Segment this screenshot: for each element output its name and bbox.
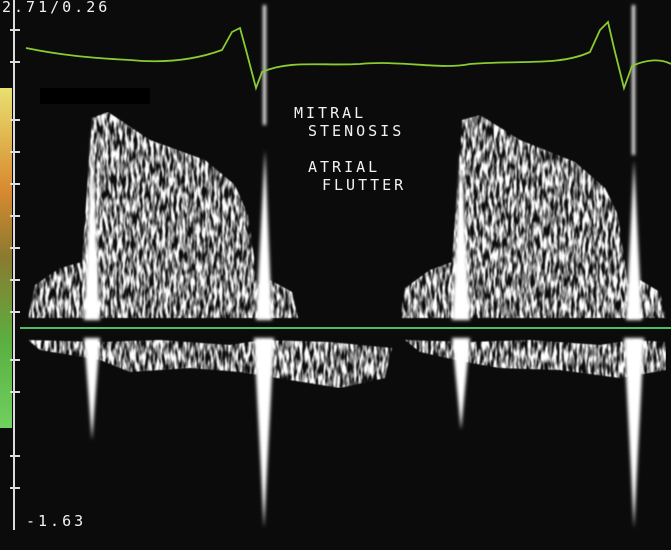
diagnosis: STENOSIS xyxy=(308,122,404,140)
rhythm: ATRIAL xyxy=(308,158,380,176)
scale-bottom: -1.63 xyxy=(26,512,86,530)
diagnosis: MITRAL xyxy=(294,104,366,122)
valve-clicks xyxy=(84,5,644,528)
scale-top: 2.71/0.26 xyxy=(2,0,110,16)
color-scale xyxy=(0,88,12,428)
ecg-trace xyxy=(25,20,671,92)
label-box xyxy=(40,88,150,104)
rhythm: FLUTTER xyxy=(322,176,406,194)
scale-ticks xyxy=(10,0,20,530)
